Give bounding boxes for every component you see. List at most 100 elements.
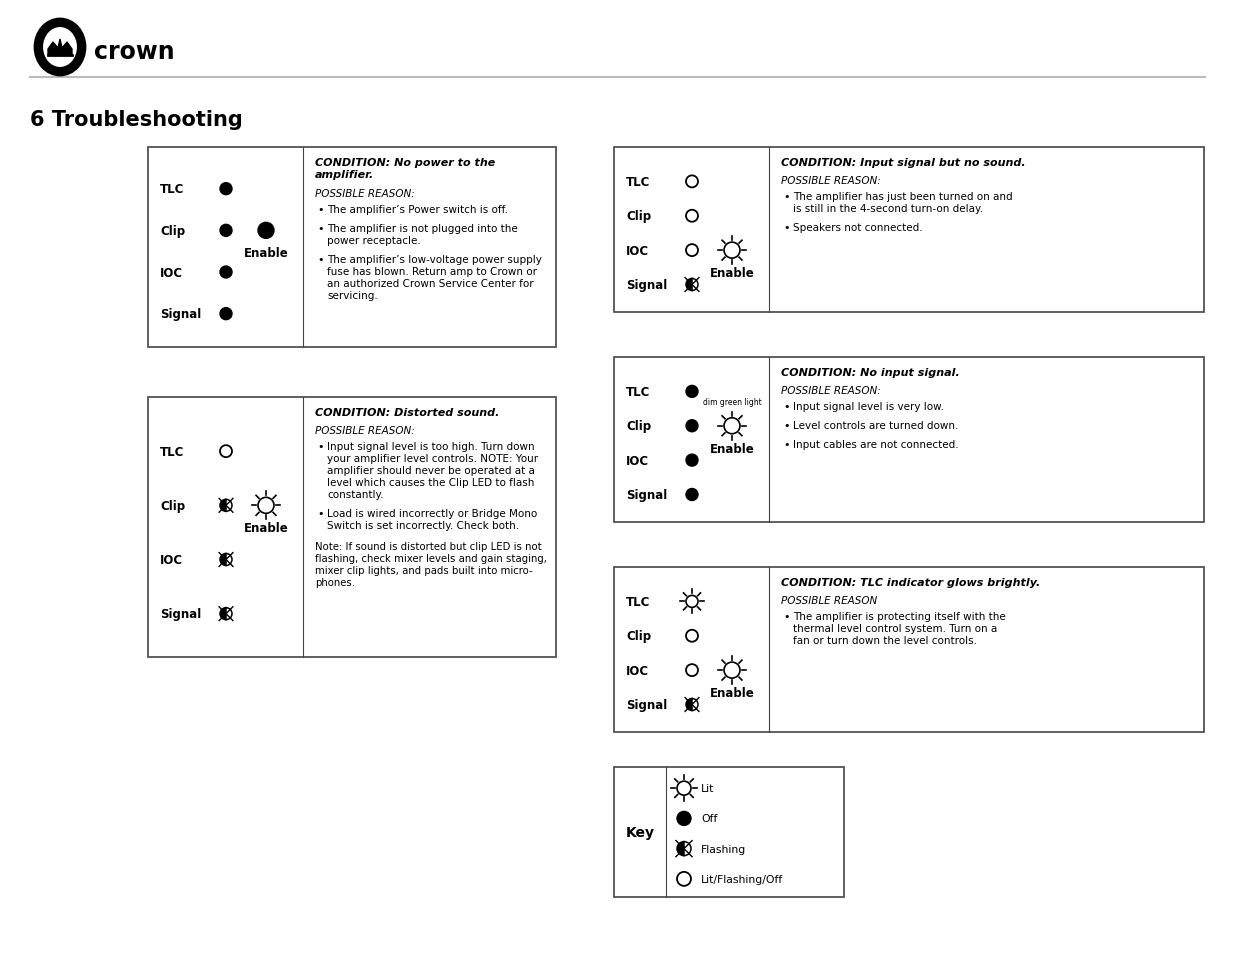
Text: is still in the 4-second turn-on delay.: is still in the 4-second turn-on delay. [793,204,983,213]
Wedge shape [226,608,232,620]
Text: an authorized Crown Service Center for: an authorized Crown Service Center for [327,278,534,289]
Text: POSSIBLE REASON:: POSSIBLE REASON: [781,386,881,395]
Text: The amplifier’s low-voltage power supply: The amplifier’s low-voltage power supply [327,254,542,265]
Text: amplifier should never be operated at a: amplifier should never be operated at a [327,465,535,476]
Text: Signal: Signal [161,308,201,321]
Text: Note: If sound is distorted but clip LED is not: Note: If sound is distorted but clip LED… [315,541,542,552]
Text: •: • [317,205,324,214]
Text: POSSIBLE REASON: POSSIBLE REASON [781,596,877,605]
Ellipse shape [42,27,78,69]
Circle shape [685,386,698,398]
Text: Input signal level is too high. Turn down: Input signal level is too high. Turn dow… [327,441,535,452]
Text: fuse has blown. Return amp to Crown or: fuse has blown. Return amp to Crown or [327,267,537,276]
Wedge shape [220,554,226,566]
Text: power receptacle.: power receptacle. [327,235,421,246]
Text: 6 Troubleshooting: 6 Troubleshooting [30,110,243,130]
Text: dim green light: dim green light [703,397,761,406]
Text: Lit/Flashing/Off: Lit/Flashing/Off [701,874,783,884]
Text: The amplifier is not plugged into the: The amplifier is not plugged into the [327,224,517,233]
Text: •: • [317,254,324,265]
Text: Enable: Enable [710,442,755,456]
Text: Clip: Clip [161,225,185,237]
Bar [614,767,844,897]
Circle shape [220,267,232,278]
Text: CONDITION: TLC indicator glows brightly.: CONDITION: TLC indicator glows brightly. [781,578,1040,587]
Text: Clip: Clip [161,499,185,513]
Text: IOC: IOC [161,266,183,279]
Text: servicing.: servicing. [327,291,378,301]
Text: The amplifier is protecting itself with the: The amplifier is protecting itself with … [793,612,1005,621]
Text: mixer clip lights, and pads built into micro-: mixer clip lights, and pads built into m… [315,565,532,576]
Text: •: • [317,509,324,518]
Text: thermal level control system. Turn on a: thermal level control system. Turn on a [793,623,997,634]
Text: •: • [783,192,789,202]
Text: Enable: Enable [710,267,755,280]
Text: Flashing: Flashing [701,843,746,854]
Bar [148,397,556,658]
Circle shape [677,812,692,825]
Text: The amplifier has just been turned on and: The amplifier has just been turned on an… [793,192,1013,202]
Text: •: • [317,441,324,452]
Text: constantly.: constantly. [327,490,384,499]
Text: Enable: Enable [243,247,289,260]
Polygon shape [48,40,72,56]
Text: TLC: TLC [626,596,651,608]
Text: POSSIBLE REASON:: POSSIBLE REASON: [315,189,415,199]
Text: Key: Key [625,825,655,840]
Text: Input cables are not connected.: Input cables are not connected. [793,439,958,450]
Bar [614,567,1204,732]
Text: •: • [783,420,789,431]
Wedge shape [677,841,684,856]
Text: IOC: IOC [626,244,650,257]
Circle shape [685,489,698,501]
Text: TLC: TLC [161,183,184,196]
Text: Signal: Signal [626,699,667,711]
Text: Switch is set incorrectly. Check both.: Switch is set incorrectly. Check both. [327,520,519,531]
Text: •: • [783,223,789,233]
Text: The amplifier’s Power switch is off.: The amplifier’s Power switch is off. [327,205,508,214]
Bar [614,148,1204,313]
Text: CONDITION: No input signal.: CONDITION: No input signal. [781,368,960,377]
Wedge shape [684,841,692,856]
Circle shape [220,184,232,195]
Text: •: • [317,224,324,233]
Bar [148,148,556,348]
Text: Enable: Enable [710,686,755,700]
Wedge shape [685,699,692,711]
Wedge shape [220,499,226,512]
Circle shape [685,455,698,467]
Text: •: • [783,401,789,412]
Text: POSSIBLE REASON:: POSSIBLE REASON: [781,175,881,186]
Circle shape [258,223,274,239]
Text: •: • [783,612,789,621]
Wedge shape [692,279,698,292]
Wedge shape [220,608,226,620]
Text: •: • [783,439,789,450]
Wedge shape [226,554,232,566]
Text: Clip: Clip [626,210,651,223]
Text: Level controls are turned down.: Level controls are turned down. [793,420,958,431]
Text: Signal: Signal [626,278,667,292]
Text: Enable: Enable [243,522,289,535]
Text: Signal: Signal [161,607,201,620]
Text: Load is wired incorrectly or Bridge Mono: Load is wired incorrectly or Bridge Mono [327,509,537,518]
Text: crown: crown [94,40,174,64]
Text: Clip: Clip [626,420,651,433]
Text: Speakers not connected.: Speakers not connected. [793,223,923,233]
Circle shape [220,225,232,237]
Circle shape [220,309,232,320]
Text: CONDITION: Distorted sound.: CONDITION: Distorted sound. [315,408,499,417]
Text: Clip: Clip [626,630,651,642]
Text: level which causes the Clip LED to flash: level which causes the Clip LED to flash [327,477,535,488]
Text: CONDITION: No power to the
amplifier.: CONDITION: No power to the amplifier. [315,158,495,180]
Ellipse shape [35,20,85,76]
Text: TLC: TLC [626,385,651,398]
Text: TLC: TLC [161,445,184,458]
Text: Lit: Lit [701,783,714,793]
Wedge shape [226,499,232,512]
Wedge shape [692,699,698,711]
Text: Signal: Signal [626,489,667,501]
Bar [614,357,1204,522]
Text: IOC: IOC [161,554,183,566]
Text: your amplifier level controls. NOTE: Your: your amplifier level controls. NOTE: You… [327,454,538,463]
